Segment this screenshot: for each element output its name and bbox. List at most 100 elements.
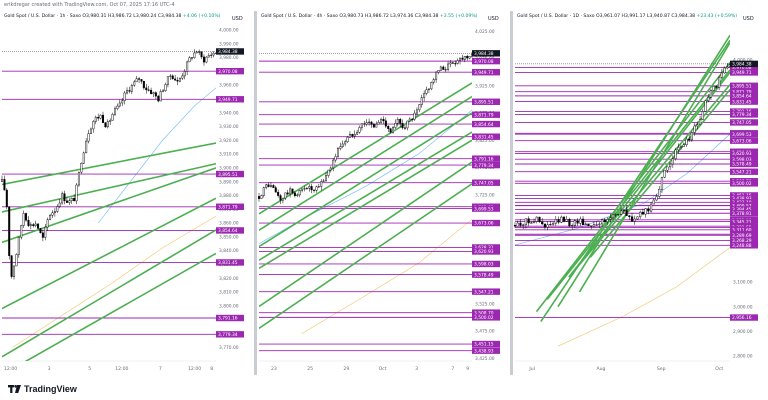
level-price-tag xyxy=(730,210,758,217)
candle-body xyxy=(27,219,30,226)
candle-body xyxy=(406,120,409,129)
level-price-tag xyxy=(730,150,758,157)
candle-body xyxy=(439,66,442,71)
candle-body xyxy=(425,89,428,94)
y-tick-label: 3,850.00 xyxy=(219,234,239,240)
trend-channel-line xyxy=(574,84,730,271)
current-price-tag xyxy=(216,48,244,55)
panel-divider[interactable] xyxy=(510,11,513,375)
level-price-tag xyxy=(472,69,500,76)
candle-body xyxy=(663,169,666,178)
level-price-tag xyxy=(730,155,758,163)
candle-body xyxy=(423,93,426,98)
trend-channel-line xyxy=(589,89,730,258)
level-price-label: 3,871.79 xyxy=(218,204,238,210)
candle-body xyxy=(592,224,596,227)
candle-body xyxy=(444,69,447,71)
candle-body xyxy=(258,196,260,199)
candle-body xyxy=(516,222,519,227)
candle-body xyxy=(135,78,138,83)
level-price-label: 3,451.15 xyxy=(474,342,494,348)
y-tick-label: 3,770.00 xyxy=(219,345,239,351)
level-price-label: 3,779.34 xyxy=(474,163,494,169)
candle-body xyxy=(123,92,126,101)
candle-body xyxy=(174,78,177,81)
candle-body xyxy=(322,180,325,182)
candle-body xyxy=(674,149,677,159)
candle-body xyxy=(334,156,337,161)
level-price-tag xyxy=(216,259,244,266)
candle-body xyxy=(348,134,351,138)
currency-label: USD xyxy=(488,16,499,22)
candle-body xyxy=(639,211,642,218)
candle-body xyxy=(198,51,201,53)
candle-body xyxy=(554,219,557,224)
level-price-label: 3,949.71 xyxy=(732,70,752,76)
candle-body xyxy=(193,52,196,59)
level-price-label: 3,547.21 xyxy=(732,169,752,175)
x-tick-label: Oct xyxy=(715,366,723,372)
level-price-tag xyxy=(216,170,244,178)
candle-body xyxy=(413,112,416,120)
candle-body xyxy=(202,56,205,63)
level-price-label: 3,438.93 xyxy=(732,196,752,202)
candle-body xyxy=(344,141,347,145)
candle-body xyxy=(176,80,179,82)
candle-body xyxy=(29,224,32,226)
candle-body xyxy=(538,216,541,223)
candle-body xyxy=(77,171,80,186)
level-price-tag xyxy=(216,203,244,210)
candle-body xyxy=(56,206,59,212)
candle-body xyxy=(389,128,392,133)
candle-body xyxy=(87,133,90,142)
level-price-label: 3,895.51 xyxy=(218,172,238,178)
candle-body xyxy=(8,206,11,256)
y-tick-label: 4,025.00 xyxy=(475,29,495,35)
candle-body xyxy=(360,123,363,128)
candle-body xyxy=(20,225,23,238)
ohlc-label: O3,961.07 H3,991.17 L3,940.87 C3,984.38 xyxy=(596,14,696,19)
panel-divider[interactable] xyxy=(254,11,257,375)
level-price-label: 3,854.64 xyxy=(218,228,238,234)
candle-body xyxy=(73,197,76,202)
price-chart[interactable]: 4,000.003,990.003,980.003,970.003,960.00… xyxy=(0,11,254,375)
candle-body xyxy=(269,185,272,187)
candle-body xyxy=(315,186,318,191)
price-chart[interactable]: 4,025.003,975.003,925.003,875.003,825.00… xyxy=(257,11,510,375)
candle-body xyxy=(394,123,397,128)
candle-body xyxy=(75,184,78,202)
candle-body xyxy=(262,187,265,196)
chart-panel-1d[interactable]: Gold Spot / U.S. Dollar · 1D · Saxo O3,9… xyxy=(513,11,768,375)
moving-average-slow xyxy=(12,215,217,348)
candle-body xyxy=(13,265,16,277)
candle-body xyxy=(341,143,344,147)
candle-body xyxy=(562,216,566,222)
level-price-label: 3,500.02 xyxy=(732,181,752,187)
candle-body xyxy=(579,218,582,224)
y-tick-label: 3,100.00 xyxy=(733,280,753,286)
chart-panel-1h[interactable]: Gold Spot / U.S. Dollar · 1h · Saxo O3,9… xyxy=(0,11,254,375)
candle-body xyxy=(99,114,102,119)
level-price-tag xyxy=(730,202,758,209)
x-tick-label: Sep xyxy=(657,366,666,372)
candle-body xyxy=(320,181,323,187)
price-chart[interactable]: 4,000.003,900.003,750.003,600.003,400.00… xyxy=(513,11,768,375)
candle-body xyxy=(401,123,404,129)
level-price-tag xyxy=(472,57,500,65)
current-price-tag xyxy=(472,50,500,57)
tradingview-brand[interactable]: TradingView xyxy=(24,384,77,394)
level-price-label: 3,598.03 xyxy=(732,157,752,163)
level-price-tag xyxy=(730,314,758,321)
trend-channel-line xyxy=(568,71,730,278)
candle-body xyxy=(130,84,133,92)
level-price-tag xyxy=(730,137,758,144)
candle-body xyxy=(205,56,208,63)
candle-body xyxy=(106,121,109,128)
level-price-label: 3,854.64 xyxy=(732,94,752,100)
level-price-label: 3,378.91 xyxy=(732,211,752,217)
trend-channel-line xyxy=(2,229,216,358)
trend-channel-line xyxy=(535,61,730,313)
candle-body xyxy=(625,209,628,216)
chart-panel-4h[interactable]: Gold Spot / U.S. Dollar · 4h · Saxo O3,9… xyxy=(257,11,510,375)
y-tick-label: 3,425.00 xyxy=(475,356,495,362)
